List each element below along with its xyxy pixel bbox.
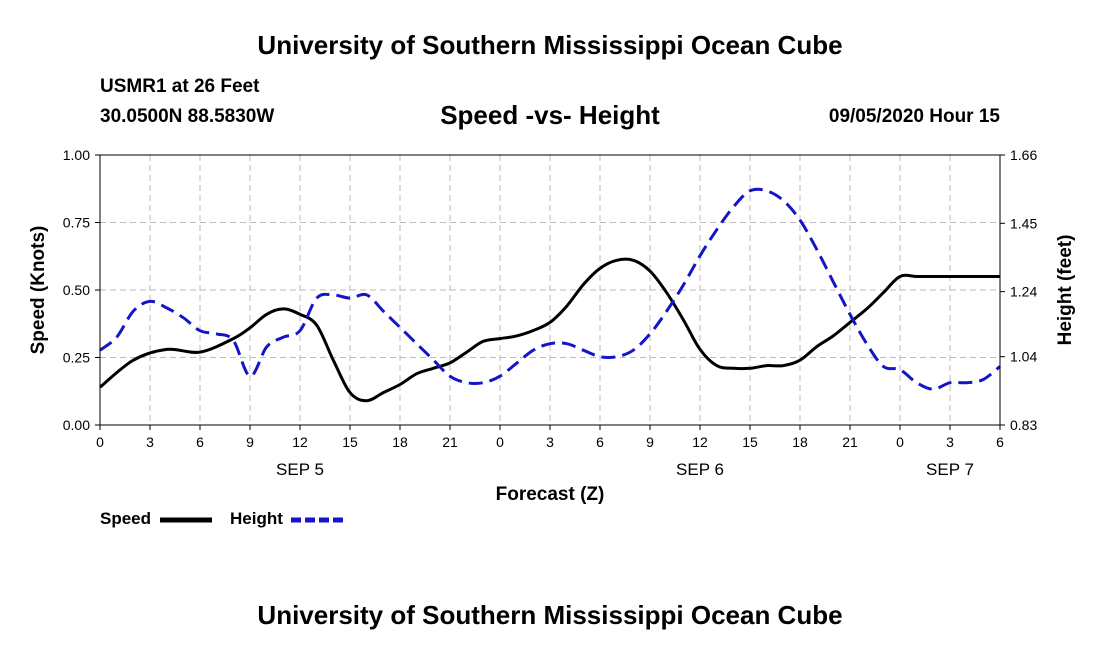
height-series-line bbox=[99, 187, 1001, 391]
x-axis-label: Forecast (Z) bbox=[496, 484, 605, 505]
footer-title: University of Southern Mississippi Ocean… bbox=[257, 600, 843, 630]
y-left-tick-label: 1.00 bbox=[63, 147, 90, 163]
y-left-tick-label: 0.00 bbox=[63, 417, 90, 433]
page-title: University of Southern Mississippi Ocean… bbox=[257, 30, 843, 60]
x-tick-label: 12 bbox=[292, 434, 308, 450]
x-tick-label: 0 bbox=[96, 434, 104, 450]
legend-height-label: Height bbox=[230, 509, 283, 528]
x-tick-label: 21 bbox=[442, 434, 458, 450]
x-tick-label: 18 bbox=[792, 434, 808, 450]
coordinates-label: 30.0500N 88.5830W bbox=[100, 106, 275, 127]
x-tick-label: 3 bbox=[946, 434, 954, 450]
y-axis-left-label: Speed (Knots) bbox=[28, 226, 49, 355]
y-left-tick-label: 0.50 bbox=[63, 282, 90, 298]
legend-speed-label: Speed bbox=[100, 509, 152, 528]
day-label: SEP 5 bbox=[276, 460, 324, 479]
grid-layer bbox=[99, 154, 1001, 426]
y-left-tick-label: 0.75 bbox=[63, 215, 90, 231]
speed-series-line bbox=[99, 257, 1000, 403]
station-label: USMR1 at 26 Feet bbox=[100, 76, 260, 97]
axis-layer: 0 3 6 9 12 15 18 21 0 3 6 9 12 15 18 21 0 3 6 0.00 0.25 0.50 0… bbox=[63, 147, 1038, 479]
x-tick-label: 18 bbox=[392, 434, 408, 450]
day-label: SEP 6 bbox=[676, 460, 724, 479]
y-right-tick-label: 1.24 bbox=[1010, 284, 1037, 300]
x-tick-label: 9 bbox=[646, 434, 654, 450]
x-tick-label: 15 bbox=[342, 434, 358, 450]
y-right-tick-label: 1.04 bbox=[1010, 349, 1037, 365]
x-tick-label: 21 bbox=[842, 434, 858, 450]
x-tick-label: 3 bbox=[146, 434, 154, 450]
x-tick-label: 6 bbox=[996, 434, 1004, 450]
y-right-tick-label: 1.66 bbox=[1010, 147, 1037, 163]
x-tick-label: 12 bbox=[692, 434, 708, 450]
y-right-tick-label: 1.45 bbox=[1010, 215, 1037, 231]
x-tick-label: 3 bbox=[546, 434, 554, 450]
y-left-tick-label: 0.25 bbox=[63, 350, 90, 366]
y-axis-right-label: Height (feet) bbox=[1055, 235, 1076, 346]
forecast-datetime: 09/05/2020 Hour 15 bbox=[828, 106, 1000, 127]
y-right-tick-label: 0.83 bbox=[1010, 417, 1037, 433]
series-layer bbox=[99, 187, 1001, 403]
x-tick-label: 9 bbox=[246, 434, 254, 450]
x-tick-label: 6 bbox=[596, 434, 604, 450]
x-tick-label: 0 bbox=[896, 434, 904, 450]
day-label: SEP 7 bbox=[926, 460, 974, 479]
x-tick-label: 0 bbox=[496, 434, 504, 450]
chart-title: Speed -vs- Height bbox=[440, 100, 660, 130]
x-tick-label: 15 bbox=[742, 434, 758, 450]
x-tick-label: 6 bbox=[196, 434, 204, 450]
